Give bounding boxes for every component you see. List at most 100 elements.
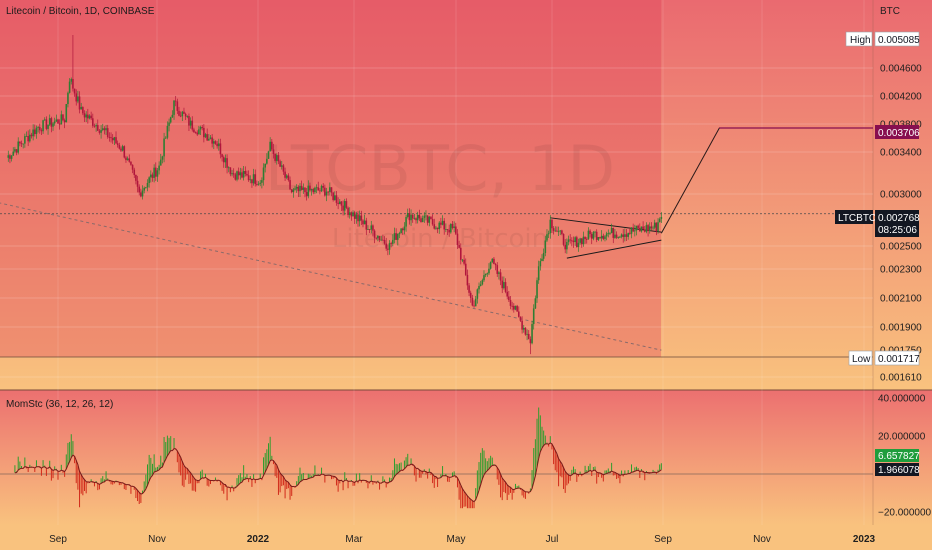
candle-body bbox=[315, 187, 318, 189]
candle bbox=[348, 207, 351, 219]
candle-body bbox=[443, 220, 446, 230]
candle bbox=[73, 88, 76, 97]
candle bbox=[35, 125, 38, 139]
candle-body bbox=[430, 216, 432, 220]
dashed-trendline[interactable] bbox=[0, 200, 662, 351]
candle bbox=[547, 230, 550, 239]
candle bbox=[65, 103, 68, 123]
candle bbox=[521, 316, 523, 334]
candle bbox=[580, 238, 583, 248]
candle bbox=[458, 240, 460, 249]
candle-body bbox=[501, 280, 504, 289]
candle bbox=[353, 210, 356, 225]
candle-body bbox=[529, 339, 532, 344]
candle-body bbox=[237, 171, 240, 176]
candle-body bbox=[193, 129, 195, 133]
candle-body bbox=[347, 207, 349, 216]
candle-body bbox=[554, 230, 557, 232]
candle-body bbox=[307, 185, 310, 197]
triangle-upper-line[interactable] bbox=[550, 217, 662, 233]
price-tick-label: 0.001900 bbox=[880, 323, 922, 334]
candle bbox=[421, 215, 424, 223]
candle-body bbox=[532, 308, 535, 325]
candle bbox=[14, 146, 16, 154]
candle bbox=[469, 290, 472, 303]
candle-body bbox=[150, 174, 152, 178]
candle bbox=[494, 262, 497, 271]
candle bbox=[428, 215, 431, 227]
candle bbox=[133, 167, 136, 178]
candle bbox=[22, 143, 24, 149]
indicator-title[interactable]: MomStc (36, 12, 26, 12) bbox=[6, 399, 113, 410]
candle bbox=[478, 282, 480, 294]
candle-body bbox=[612, 227, 615, 238]
candle bbox=[413, 213, 416, 220]
candle-body bbox=[400, 228, 402, 234]
candle bbox=[12, 147, 15, 157]
candle bbox=[7, 150, 10, 162]
candle-body bbox=[537, 266, 540, 281]
candle bbox=[317, 181, 320, 191]
candle-body bbox=[166, 125, 169, 138]
candle bbox=[237, 167, 240, 180]
candle-body bbox=[433, 224, 436, 229]
candle bbox=[343, 198, 346, 216]
candle-body bbox=[93, 125, 96, 127]
candle bbox=[264, 163, 266, 173]
candle bbox=[508, 290, 510, 302]
candle-body bbox=[297, 186, 300, 192]
candle bbox=[184, 112, 187, 121]
candle bbox=[118, 142, 121, 150]
candle-body bbox=[115, 137, 117, 144]
candle bbox=[450, 223, 452, 234]
candle-body bbox=[562, 233, 565, 245]
candle-body bbox=[246, 173, 248, 176]
candle-body bbox=[396, 233, 399, 240]
candle-body bbox=[27, 136, 29, 142]
candle-body bbox=[219, 143, 222, 155]
candle-body bbox=[592, 232, 595, 239]
candle-body bbox=[38, 127, 41, 131]
candle bbox=[55, 114, 58, 122]
candle bbox=[436, 227, 439, 234]
candle bbox=[451, 220, 454, 230]
candle bbox=[620, 233, 623, 239]
chart-title[interactable]: Litecoin / Bitcoin, 1D, COINBASE bbox=[6, 6, 155, 17]
candle bbox=[655, 222, 658, 236]
triangle-lower-line[interactable] bbox=[566, 239, 662, 259]
candle-body bbox=[640, 226, 643, 232]
candle-body bbox=[657, 222, 659, 232]
candle bbox=[272, 143, 275, 159]
candle-body bbox=[78, 96, 81, 110]
candle bbox=[566, 238, 568, 254]
candle-body bbox=[287, 175, 290, 181]
candle-body bbox=[393, 233, 396, 240]
candle bbox=[524, 327, 527, 336]
time-axis[interactable]: Sep Nov 2022 Mar May Jul Sep Nov 2023 bbox=[49, 534, 875, 545]
candle-body bbox=[383, 239, 386, 244]
candle bbox=[224, 154, 227, 169]
candle-body bbox=[521, 320, 523, 330]
current-price-value: 0.002768 bbox=[878, 213, 920, 224]
candle-body bbox=[617, 236, 620, 238]
candle-body bbox=[466, 274, 469, 286]
candle-body bbox=[304, 187, 306, 193]
candle-body bbox=[302, 187, 305, 190]
candle bbox=[643, 226, 646, 233]
time-axis-background bbox=[0, 525, 932, 550]
candle bbox=[43, 117, 46, 121]
candle bbox=[186, 115, 189, 119]
candle bbox=[199, 125, 202, 135]
candle bbox=[350, 211, 353, 221]
indicator-axis-ticks[interactable]: 40.000000 20.000000 −20.000000 bbox=[878, 394, 932, 519]
candle bbox=[179, 111, 182, 118]
drawings-layer[interactable] bbox=[0, 127, 873, 358]
candle-body bbox=[105, 128, 107, 131]
candle bbox=[549, 215, 552, 239]
candle bbox=[312, 187, 315, 195]
candle-body bbox=[483, 275, 485, 281]
candle bbox=[169, 116, 172, 124]
candle bbox=[589, 229, 591, 238]
candle-body bbox=[572, 240, 575, 243]
